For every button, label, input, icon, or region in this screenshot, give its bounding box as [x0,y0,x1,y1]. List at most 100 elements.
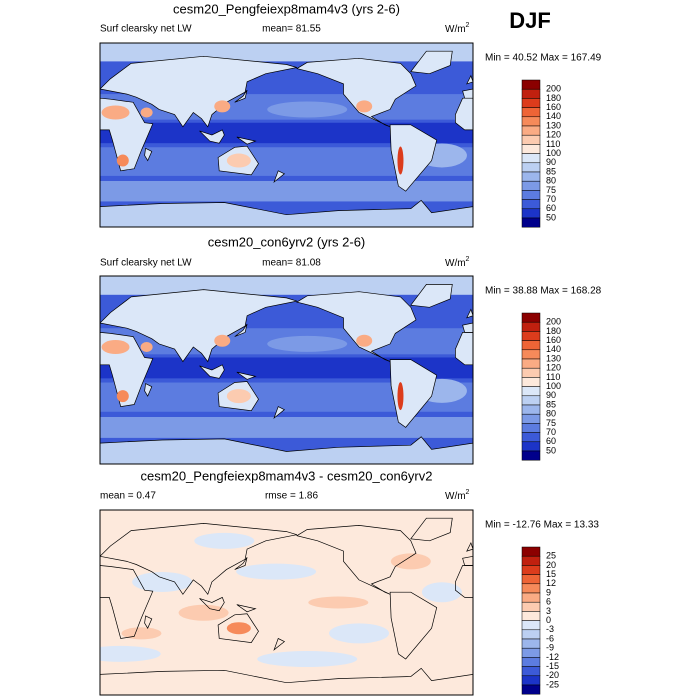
map-frame [99,275,474,465]
land-wafrica [455,97,473,131]
min-max: Min = 40.52 Max = 167.49 [485,53,602,64]
land-eurasia [100,289,298,363]
diff-patch [100,645,161,662]
units-text: W/m [445,258,466,269]
china [214,100,231,113]
colorbar-label: 80 [546,176,556,186]
map-body [100,510,473,695]
colorbar-box [521,395,541,406]
colorbar-box [521,153,541,164]
min-max: Min = -12.76 Max = 13.33 [485,520,599,531]
colorbar-box [521,441,541,452]
panel-left-text: Surf clearsky net LW [100,24,192,35]
panel-left-text: Surf clearsky net LW [100,258,192,269]
arctic [100,276,473,295]
colorbar-box [521,684,541,695]
colorbar-box [521,565,541,575]
colorbar-label: 70 [546,194,556,204]
colorbar-box [521,386,541,397]
land-indo [199,129,225,144]
colorbar-label: -25 [546,679,559,689]
colorbar-box [521,611,541,621]
land-samer [389,124,438,192]
units-sup: 2 [466,22,470,29]
land-wafrica [455,332,473,366]
map [99,509,474,696]
arabia [140,342,153,353]
land-nz [273,406,286,420]
land-indo [199,596,225,612]
colorbar-box [521,199,541,210]
colorbar-box [521,116,541,127]
colorbar-box [521,349,541,360]
colorbar-label: 85 [546,166,556,176]
tropics [100,357,473,379]
colorbar-label: -15 [546,661,559,671]
colorbar-box [521,98,541,108]
colorbar-box [521,592,541,603]
southern-ocean [100,181,473,202]
colorbar-label: 140 [546,111,561,121]
colorbar-box [521,171,541,182]
colorbar-box [521,647,541,658]
units: W/m2 [445,22,470,35]
colorbar-box [521,666,541,677]
colorbar-box [521,88,541,99]
units-text: W/m [445,24,466,35]
colorbar-label: 110 [546,372,560,382]
colorbar-box [521,180,541,191]
colorbar-label: 120 [546,363,561,373]
diff-patch [178,604,229,621]
colorbar-label: 50 [546,212,556,222]
land-madag [144,383,153,397]
aus-interior [226,622,251,635]
colorbar-box [521,583,541,594]
aus-interior [226,153,251,168]
colorbar-box [521,638,541,649]
colorbar-box [521,413,541,424]
colorbar-label: 120 [546,130,561,140]
land-eurasia [100,523,297,596]
land-samer [389,359,438,428]
land-samer [389,591,438,660]
diff-patch [132,571,193,592]
colorbar-label: 85 [546,399,556,409]
colorbar-box [521,134,541,145]
mexico [356,334,373,347]
colorbar-label: 50 [546,445,556,455]
land-uk [466,74,473,85]
colorbar-label: 60 [546,436,556,446]
colorbar-box [521,555,541,566]
panel-title: cesm20_Pengfeiexp8mam4v3 (yrs 2-6) [173,1,400,16]
units: W/m2 [445,256,470,269]
ocean [100,510,473,695]
colorbar-box [521,423,541,433]
southern-ocean [100,417,473,438]
colorbar-label: 9 [546,587,551,597]
pacific-band [267,101,348,118]
map-body [100,276,473,464]
safrica [116,390,129,403]
diff-patch [121,627,162,640]
units: W/m2 [445,489,470,502]
units-sup: 2 [466,489,470,496]
land-png [236,604,257,613]
land-japan [234,557,248,570]
colorbar-label: 80 [546,409,556,419]
diff-patch [390,553,431,570]
colorbar-box [521,162,541,173]
colorbar-box [521,358,541,369]
land-weurope [462,88,473,99]
andes [397,382,404,411]
colorbar-label: 160 [546,102,561,112]
diff-patch [257,651,358,668]
land-japan [234,89,248,103]
colorbar-box [521,79,541,90]
colorbar-label: 140 [546,344,561,354]
tropics [100,122,473,144]
diff-patch [308,596,369,609]
colorbar-box [521,601,541,612]
china [214,334,231,347]
colorbar-label: 12 [546,578,556,588]
arctic [100,43,473,62]
